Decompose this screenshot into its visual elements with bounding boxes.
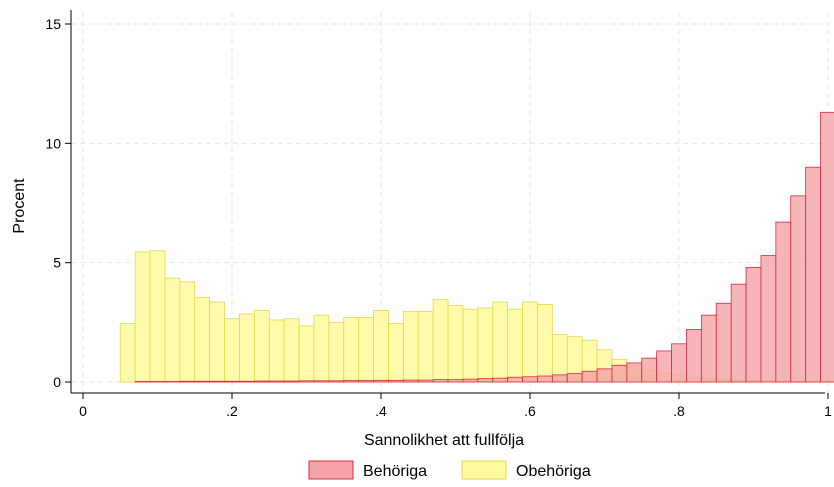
y-tick-label: 0 — [53, 374, 61, 390]
bar-behoriga — [209, 380, 225, 383]
bar-obehoriga — [507, 308, 523, 383]
bar-behoriga — [417, 379, 434, 383]
x-tick-label: .2 — [226, 403, 238, 419]
axes — [70, 10, 825, 394]
bar-obehoriga — [194, 296, 211, 383]
bar-behoriga — [224, 380, 240, 383]
bar-obehoriga — [417, 311, 434, 383]
bar-behoriga — [686, 329, 702, 383]
x-tick-label: .6 — [524, 403, 536, 419]
bar-obehoriga — [522, 301, 538, 383]
bar-behoriga — [298, 380, 315, 383]
bar-obehoriga — [492, 301, 509, 383]
bar-obehoriga — [402, 311, 419, 383]
bar-behoriga — [388, 379, 404, 383]
bar-behoriga — [551, 374, 568, 383]
bar-obehoriga — [179, 281, 196, 383]
bar-behoriga — [328, 380, 345, 383]
bar-behoriga — [477, 378, 494, 383]
y-tick-label: 5 — [53, 255, 61, 271]
bar-behoriga — [239, 380, 255, 383]
bar-obehoriga — [447, 305, 464, 383]
y-tick-label: 15 — [45, 16, 61, 32]
bar-behoriga — [447, 379, 464, 383]
x-tick-label: .4 — [375, 403, 387, 419]
bar-obehoriga — [149, 250, 166, 383]
bar-behoriga — [507, 376, 523, 383]
bar-obehoriga — [343, 317, 360, 383]
bar-obehoriga — [239, 313, 255, 383]
bar-obehoriga — [164, 277, 181, 383]
legend-label-obehoriga: Obehöriga — [516, 463, 591, 480]
bar-behoriga — [581, 370, 598, 383]
bar-behoriga — [671, 343, 687, 383]
bar-behoriga — [492, 377, 509, 383]
y-axis-title: Procent — [11, 178, 28, 234]
bar-obehoriga — [358, 317, 374, 383]
bar-obehoriga — [134, 251, 151, 383]
bar-behoriga — [730, 283, 747, 383]
bar-behoriga — [194, 380, 211, 383]
bar-behoriga — [820, 111, 834, 383]
legend-label-behoriga: Behöriga — [363, 463, 427, 480]
y-tick-label: 10 — [45, 135, 61, 151]
legend-swatch-obehoriga — [461, 460, 507, 480]
x-tick-label: 1 — [824, 403, 832, 419]
bar-obehoriga — [313, 314, 330, 383]
bar-obehoriga — [298, 325, 315, 383]
legend: Behöriga Obehöriga — [308, 460, 591, 480]
bar-obehoriga — [373, 309, 389, 383]
bar-behoriga — [745, 267, 762, 383]
bar-behoriga — [611, 364, 628, 383]
bar-obehoriga — [462, 308, 479, 383]
bar-behoriga — [522, 376, 538, 383]
bar-obehoriga — [209, 301, 225, 383]
bar-obehoriga — [253, 309, 270, 383]
bar-obehoriga — [119, 323, 136, 383]
bar-behoriga — [656, 350, 672, 383]
bar-behoriga — [790, 195, 807, 383]
bar-obehoriga — [477, 307, 494, 383]
x-tick-label: .8 — [673, 403, 685, 419]
bar-obehoriga — [537, 304, 553, 383]
bar-behoriga — [268, 380, 285, 383]
bar-behoriga — [700, 314, 717, 383]
series-behoriga — [134, 111, 834, 383]
bar-behoriga — [358, 380, 374, 383]
bar-obehoriga — [328, 321, 345, 383]
bar-behoriga — [373, 379, 389, 383]
bar-behoriga — [715, 302, 732, 383]
bar-behoriga — [775, 221, 792, 383]
bar-behoriga — [402, 379, 419, 383]
bar-behoriga — [313, 380, 330, 383]
bar-behoriga — [626, 362, 643, 383]
bar-behoriga — [537, 375, 553, 383]
bar-obehoriga — [388, 323, 404, 383]
bar-obehoriga — [432, 299, 449, 383]
bar-behoriga — [805, 166, 821, 383]
x-axis-title: Sannolikhet att fullfölja — [364, 432, 524, 449]
bar-behoriga — [566, 373, 583, 383]
bar-behoriga — [596, 368, 613, 383]
bar-obehoriga — [283, 318, 300, 383]
bar-behoriga — [343, 380, 360, 383]
bar-behoriga — [462, 378, 479, 383]
legend-swatch-behoriga — [308, 460, 354, 480]
bar-behoriga — [179, 380, 196, 383]
bar-obehoriga — [224, 318, 240, 383]
x-tick-label: 0 — [79, 403, 87, 419]
bar-behoriga — [432, 379, 449, 383]
tick-marks — [65, 23, 829, 399]
bar-behoriga — [253, 380, 270, 383]
bar-behoriga — [760, 255, 777, 383]
bar-obehoriga — [268, 319, 285, 383]
bar-behoriga — [641, 357, 658, 383]
bar-behoriga — [283, 380, 300, 383]
